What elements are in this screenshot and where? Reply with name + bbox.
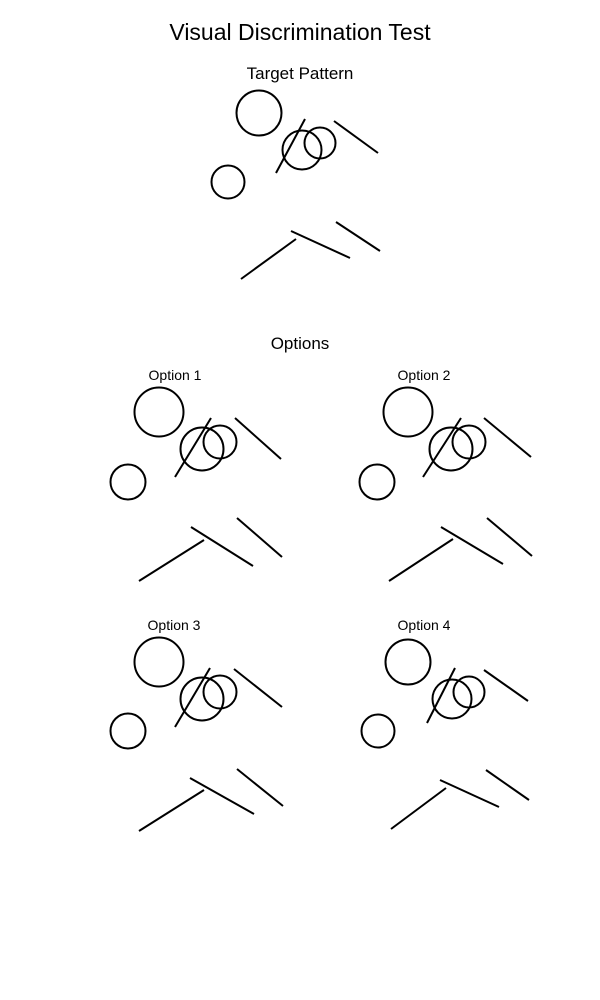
option-2-lower-mid-line xyxy=(440,526,504,565)
option-3-slash-line xyxy=(174,667,211,728)
option-4-lower-left-line xyxy=(390,787,447,830)
option-1-overlap-circle-left xyxy=(179,426,225,472)
option-3-pattern[interactable] xyxy=(109,636,284,832)
option-3-lower-mid-line xyxy=(189,777,255,815)
option-4-pattern[interactable] xyxy=(360,638,530,830)
option-4-label: Option 4 xyxy=(397,617,451,633)
option-2-overlap-circle-left xyxy=(428,426,474,472)
option-3-label: Option 3 xyxy=(147,617,201,633)
options-heading: Options xyxy=(270,334,330,353)
target-slash-line xyxy=(275,118,306,174)
option-2-lower-left-line xyxy=(388,538,454,582)
option-3-overlap-circle-left xyxy=(179,676,225,722)
option-1-large-circle xyxy=(133,386,185,438)
option-1-right-line xyxy=(234,417,282,460)
option-2-overlap-circle-right xyxy=(451,424,487,460)
option-2-label: Option 2 xyxy=(397,367,451,383)
page-title: Visual Discrimination Test xyxy=(169,19,431,45)
option-2-small-circle xyxy=(358,463,396,501)
option-4-overlap-circle-right xyxy=(452,675,486,709)
option-4-right-line xyxy=(483,669,529,702)
option-1-lower-left-line xyxy=(138,539,205,582)
option-3-lower-right-line xyxy=(236,768,284,807)
option-2-right-line xyxy=(483,417,532,458)
option-3-right-line xyxy=(233,668,283,708)
target-lower-left-line xyxy=(240,238,297,280)
option-3-large-circle xyxy=(133,636,185,688)
option-2-large-circle xyxy=(382,386,434,438)
option-1-lower-right-line xyxy=(236,517,283,558)
option-4-overlap-circle-left xyxy=(431,678,473,720)
target-pattern-heading: Target Pattern xyxy=(246,64,354,83)
option-1-lower-mid-line xyxy=(190,526,254,567)
target-right-line xyxy=(333,120,379,154)
option-2-slash-line xyxy=(422,417,462,478)
target-small-circle xyxy=(210,164,246,200)
target-overlap-circle-left xyxy=(281,129,323,171)
option-3-lower-left-line xyxy=(138,789,205,832)
target-overlap-circle-right xyxy=(303,126,337,160)
option-1-overlap-circle-right xyxy=(202,424,238,460)
option-4-lower-mid-line xyxy=(439,779,500,808)
target-pattern xyxy=(210,89,381,280)
option-4-small-circle xyxy=(360,713,396,749)
option-2-lower-right-line xyxy=(486,517,533,557)
option-3-overlap-circle-right xyxy=(202,674,238,710)
option-4-slash-line xyxy=(426,667,456,724)
option-4-lower-right-line xyxy=(485,769,530,801)
target-large-circle xyxy=(235,89,283,137)
option-1-pattern[interactable] xyxy=(109,386,283,582)
option-4-large-circle xyxy=(384,638,432,686)
target-lower-mid-line xyxy=(290,230,351,259)
target-lower-right-line xyxy=(335,221,381,252)
option-1-slash-line xyxy=(174,417,212,478)
option-2-pattern[interactable] xyxy=(358,386,533,582)
option-1-label: Option 1 xyxy=(148,367,202,383)
option-3-small-circle xyxy=(109,712,147,750)
option-1-small-circle xyxy=(109,463,147,501)
